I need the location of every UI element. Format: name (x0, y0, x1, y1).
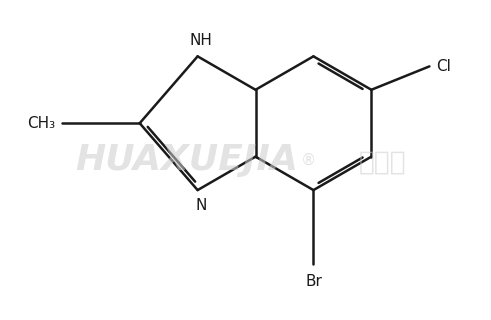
Text: HUAXUEJIA: HUAXUEJIA (76, 143, 299, 177)
Text: Br: Br (305, 274, 322, 289)
Text: NH: NH (190, 33, 213, 48)
Text: ®: ® (301, 153, 317, 167)
Text: N: N (195, 198, 207, 213)
Text: CH₃: CH₃ (27, 116, 55, 131)
Text: Cl: Cl (436, 59, 451, 74)
Text: 化学加: 化学加 (358, 150, 406, 176)
